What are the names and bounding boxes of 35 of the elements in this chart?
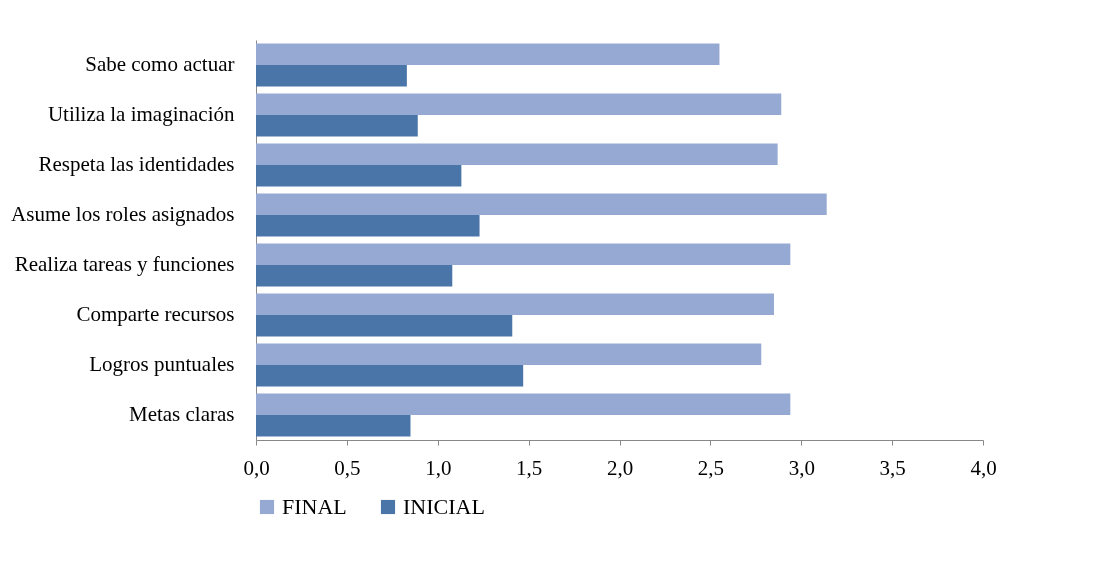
- x-tick-label: 4,0: [970, 455, 997, 480]
- bar: [256, 315, 513, 337]
- y-tick-label: Realiza tareas y funciones: [14, 252, 235, 276]
- bar: [256, 143, 778, 165]
- bar: [256, 243, 791, 265]
- bar: [256, 65, 407, 87]
- bar: [256, 93, 782, 115]
- y-tick-label: Comparte recursos: [76, 302, 235, 326]
- bar: [256, 393, 791, 415]
- y-tick-label: Metas claras: [128, 402, 235, 426]
- bar: [256, 165, 462, 187]
- x-tick-label: 3,5: [879, 455, 906, 480]
- y-tick-label: Respeta las identidades: [38, 152, 235, 176]
- x-tick-label: 2,5: [697, 455, 724, 480]
- legend-label: INICIAL: [403, 494, 485, 519]
- legend-label: FINAL: [282, 494, 347, 519]
- y-tick-label: Utiliza la imaginación: [47, 102, 235, 126]
- bar: [256, 265, 453, 287]
- x-tick-label: 0,5: [334, 455, 361, 480]
- bar: [256, 293, 774, 315]
- bar: [256, 43, 720, 65]
- y-tick-label: Logros puntuales: [89, 352, 235, 376]
- bar: [256, 215, 480, 237]
- x-tick-label: 2,0: [606, 455, 634, 480]
- y-tick-label: Sabe como actuar: [85, 52, 235, 76]
- x-tick-label: 1,0: [425, 455, 452, 480]
- bar: [256, 415, 411, 437]
- bar: [256, 365, 524, 387]
- y-tick-label: Asume los roles asignados: [11, 202, 235, 226]
- x-tick-label: 0,0: [243, 455, 270, 480]
- x-tick-label: 3,0: [788, 455, 815, 480]
- bar: [256, 115, 418, 137]
- bar: [256, 193, 827, 215]
- x-tick-label: 1,5: [516, 455, 543, 480]
- bar: [256, 343, 762, 365]
